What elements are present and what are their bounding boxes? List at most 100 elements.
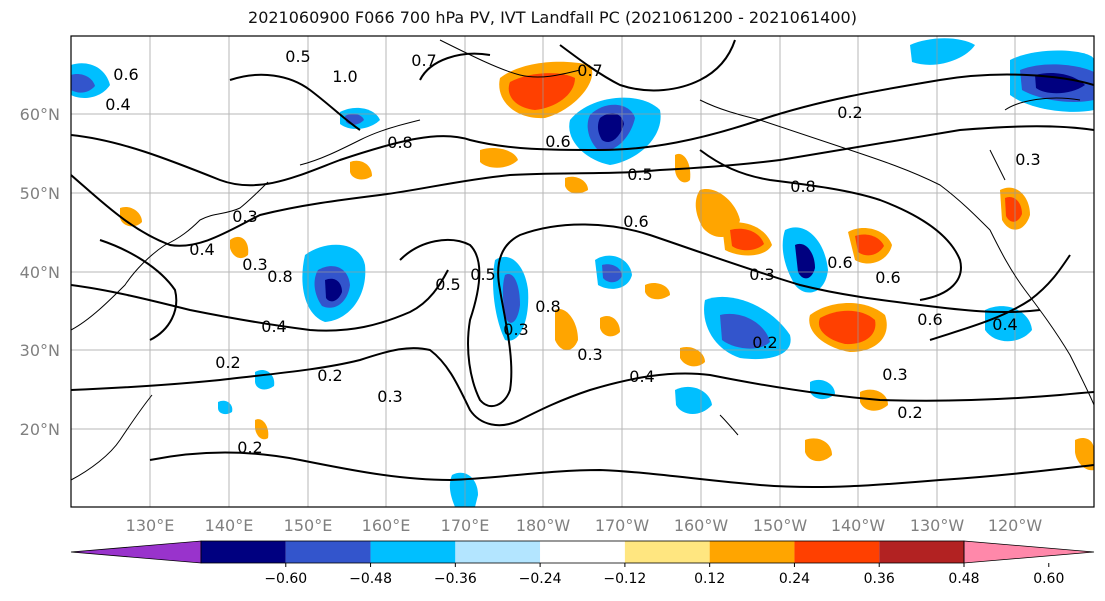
colorbar-segment: [455, 541, 541, 563]
positive-anomaly-patch: [350, 160, 372, 180]
longitude-label: 140°E: [205, 516, 254, 535]
contour-label: 0.3: [749, 265, 774, 284]
colorbar-extend-max: [963, 540, 1095, 564]
negative-anomaly-patch: [602, 264, 622, 283]
contour-label: 0.8: [387, 133, 412, 152]
contour-label: 1.0: [332, 67, 357, 86]
longitude-label: 160°E: [362, 516, 411, 535]
positive-anomaly-patch: [480, 148, 518, 168]
longitude-label: 140°W: [831, 516, 886, 535]
negative-anomaly-patch: [597, 113, 624, 143]
longitude-label: 160°W: [674, 516, 729, 535]
contour-label: 0.2: [237, 438, 262, 457]
contour-label: 0.6: [623, 212, 648, 231]
positive-anomaly-patch: [555, 309, 578, 351]
positive-anomaly-patch: [818, 310, 876, 345]
colorbar-segment: [794, 541, 880, 563]
positive-anomaly-patch: [508, 73, 575, 110]
contour-label: 0.4: [105, 95, 130, 114]
latitude-label: 20°N: [20, 420, 60, 439]
negative-anomaly-patch: [502, 274, 520, 323]
negative-anomaly-patch: [795, 243, 815, 279]
contour-label: 0.3: [577, 345, 602, 364]
contour-label: 0.4: [992, 315, 1017, 334]
contour-label: 0.4: [261, 317, 286, 336]
contour-label: 0.3: [232, 207, 257, 226]
latitude-labels: 60°N 50°N 40°N 30°N 20°N: [20, 105, 60, 439]
negative-anomaly-patch: [449, 472, 478, 507]
colorbar-tick-label: −0.36: [434, 571, 477, 587]
colorbar-tick-label: 0.60: [1033, 571, 1064, 587]
latitude-label: 60°N: [20, 105, 60, 124]
contour-label: 0.8: [790, 177, 815, 196]
contour-label: 0.4: [189, 240, 214, 259]
contour-label: 0.5: [285, 47, 310, 66]
contour-label: 0.8: [267, 267, 292, 286]
positive-anomaly-patch: [565, 176, 588, 194]
colorbar-segment: [709, 541, 795, 563]
longitude-label: 130°W: [910, 516, 965, 535]
colorbar-segment: [879, 541, 964, 563]
latitude-label: 30°N: [20, 341, 60, 360]
contour-label: 0.6: [875, 268, 900, 287]
contour-label: 0.2: [897, 403, 922, 422]
positive-anomaly-patch: [1005, 196, 1022, 222]
positive-anomaly-patch: [855, 234, 884, 256]
graticule: [71, 36, 1094, 507]
contour-label: 0.5: [435, 275, 460, 294]
positive-anomaly-patch: [1075, 438, 1094, 471]
contour-label: 0.6: [545, 132, 570, 151]
contour-label: 0.5: [627, 165, 652, 184]
coastlines: [71, 39, 1094, 481]
longitude-label: 150°E: [284, 516, 333, 535]
contour-label: 0.6: [113, 65, 138, 84]
colorbar-tick-label: 0.24: [779, 571, 810, 587]
contour-label: 0.6: [827, 253, 852, 272]
negative-anomaly-patch: [71, 74, 95, 93]
colorbar-tick-label: −0.24: [519, 571, 562, 587]
longitude-label: 170°E: [441, 516, 490, 535]
longitude-labels: 130°E 140°E 150°E 160°E 170°E 180°W 170°W 160°W…: [126, 516, 1043, 535]
latitude-label: 50°N: [20, 184, 60, 203]
colorbar-tick-label: −0.60: [264, 571, 307, 587]
contour-label: 0.3: [377, 387, 402, 406]
contour-label: 0.3: [882, 365, 907, 384]
negative-anomaly-patch: [675, 386, 712, 415]
colorbar-segment: [370, 541, 456, 563]
longitude-label: 150°W: [753, 516, 808, 535]
colorbar-tick-label: −0.12: [603, 571, 646, 587]
colorbar-tick-label: 0.36: [864, 571, 895, 587]
contour-label: 0.7: [411, 51, 436, 70]
longitude-label: 130°E: [126, 516, 175, 535]
contour-label: 0.2: [215, 353, 240, 372]
colorbar-extend-min: [70, 540, 202, 564]
longitude-label: 170°W: [595, 516, 650, 535]
positive-anomaly-patch: [730, 228, 764, 251]
contour-label: 0.8: [535, 297, 560, 316]
contour-label: 0.2: [837, 103, 862, 122]
latitude-label: 40°N: [20, 263, 60, 282]
colorbar-segment: [201, 541, 286, 563]
negative-anomaly-patch: [325, 278, 342, 302]
pv-contours: [71, 39, 1094, 489]
contour-label: 0.5: [470, 265, 495, 284]
contour-label: 0.2: [317, 366, 342, 385]
colorbar-tick-label: −0.48: [349, 571, 392, 587]
map-title: 2021060900 F066 700 hPa PV, IVT Landfall…: [248, 8, 857, 27]
positive-anomaly-patch: [645, 283, 670, 300]
contour-label: 0.7: [577, 61, 602, 80]
positive-anomaly-patch: [230, 236, 249, 259]
negative-anomaly-patch: [1035, 73, 1085, 94]
contour-label: 0.2: [752, 333, 777, 352]
colorbar-tick-label: 0.48: [948, 571, 979, 587]
contour-label: 0.3: [242, 255, 267, 274]
colorbar: −0.60 −0.48 −0.36 −0.24 −0.12 0.12 0.24 0.36 0.4…: [70, 540, 1095, 587]
negative-anomaly-patch: [985, 306, 1032, 342]
colorbar-frame: [200, 540, 965, 564]
contour-label: 0.6: [917, 310, 942, 329]
positive-anomaly-patch: [805, 438, 832, 462]
contour-label: 0.3: [1015, 150, 1040, 169]
negative-anomaly-patch: [720, 313, 770, 349]
negative-anomaly-patch: [910, 38, 975, 65]
contour-label: 0.4: [629, 367, 654, 386]
